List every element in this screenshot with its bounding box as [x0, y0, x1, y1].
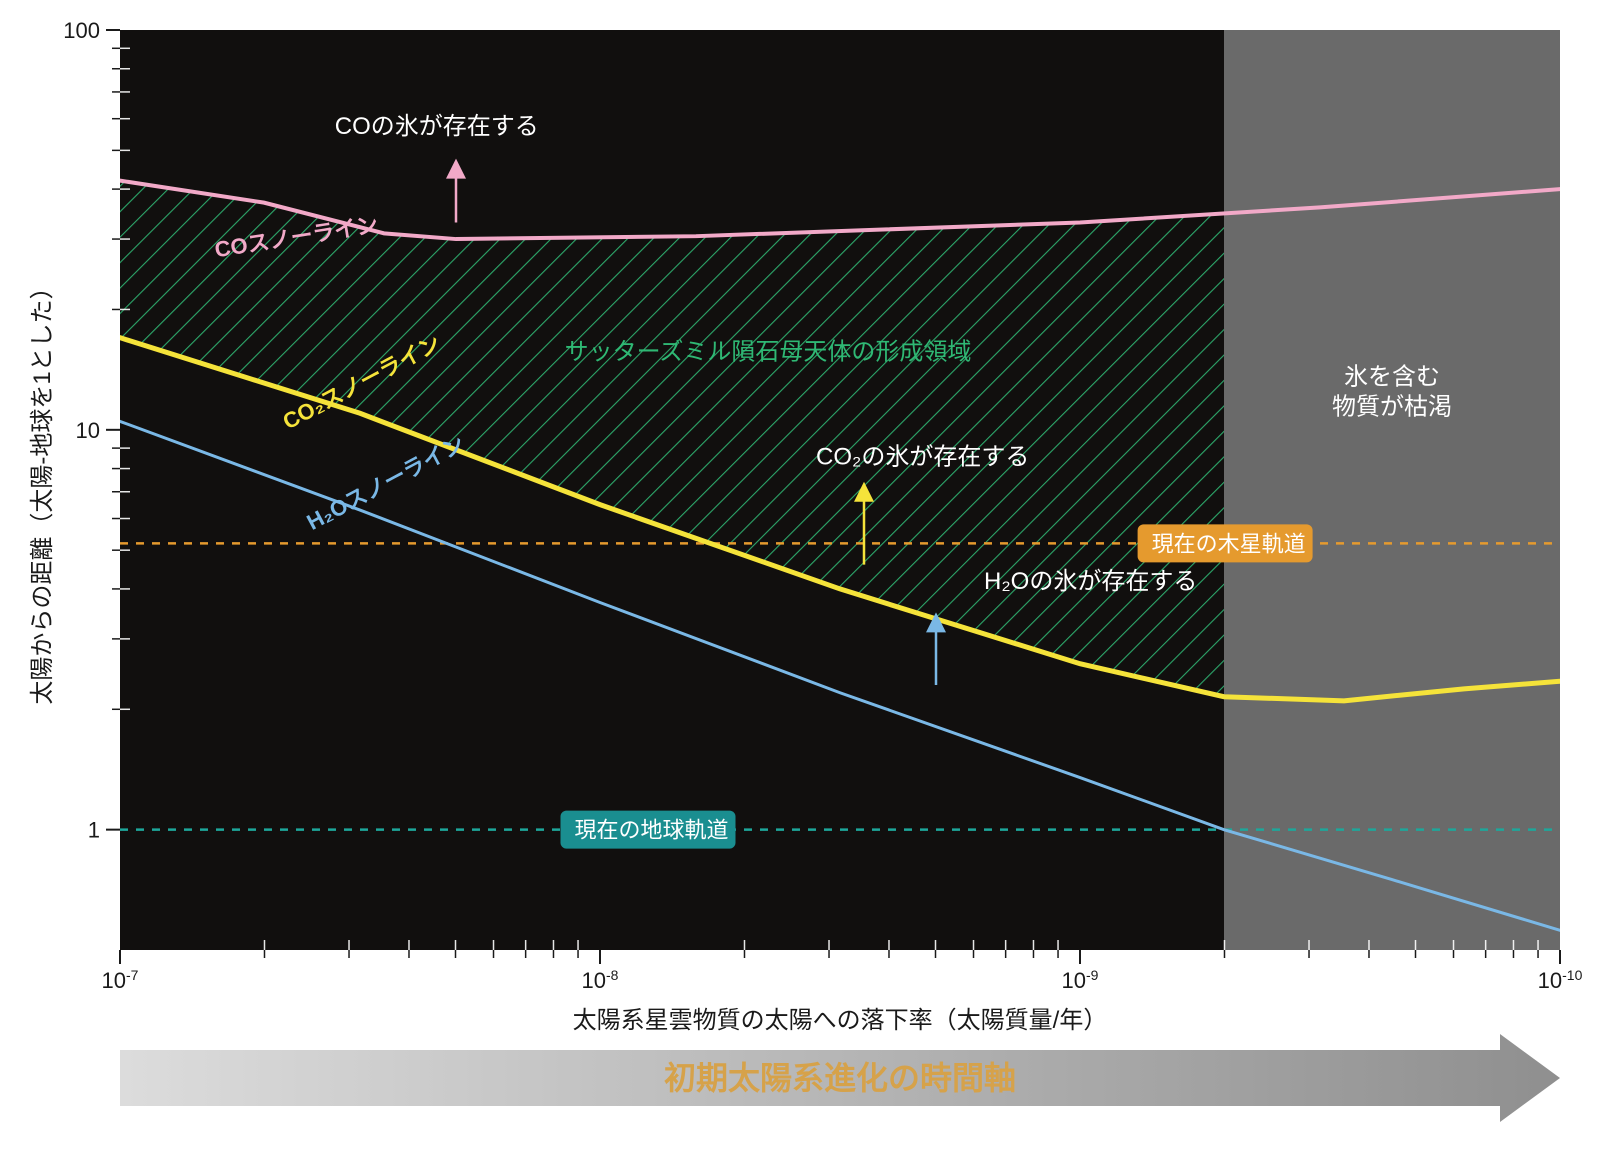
depletion-label-1: 氷を含む: [1344, 363, 1440, 390]
time-axis-label: 初期太陽系進化の時間軸: [664, 1060, 1016, 1096]
x-tick-label: 10-8: [582, 967, 619, 993]
y-tick-label: 10: [76, 418, 100, 443]
chart-container: COスノーラインCO₂スノーラインH₂OスノーラインCOの氷が存在するCO₂の氷…: [0, 0, 1600, 1160]
co-ice-label: COの氷が存在する: [335, 113, 539, 140]
jupiter-orbit-badge: 現在の木星軌道: [1138, 524, 1313, 562]
x-axis-label: 太陽系星雲物質の太陽への落下率（太陽質量/年）: [573, 1007, 1108, 1034]
h2o-ice-label: H₂Oの氷が存在する: [984, 568, 1197, 595]
depletion-region: [1224, 30, 1560, 950]
y-axis-label: 太陽からの距離（太陽-地球を1とした）: [29, 275, 56, 704]
co2-ice-label: CO₂の氷が存在する: [816, 443, 1029, 470]
earth-orbit-badge: 現在の地球軌道: [561, 811, 736, 849]
y-tick-label: 1: [88, 818, 100, 843]
x-tick-label: 10-9: [1062, 967, 1099, 993]
x-tick-label: 10-10: [1538, 967, 1583, 993]
svg-text:現在の地球軌道: 現在の地球軌道: [575, 818, 729, 843]
depletion-label-2: 物質が枯渇: [1332, 393, 1452, 420]
formation-region-label: サッターズミル隕石母天体の形成領域: [565, 338, 972, 365]
y-tick-label: 100: [63, 18, 100, 43]
chart-svg: COスノーラインCO₂スノーラインH₂OスノーラインCOの氷が存在するCO₂の氷…: [0, 0, 1600, 1160]
svg-text:現在の木星軌道: 現在の木星軌道: [1152, 531, 1306, 556]
x-tick-label: 10-7: [102, 967, 139, 993]
